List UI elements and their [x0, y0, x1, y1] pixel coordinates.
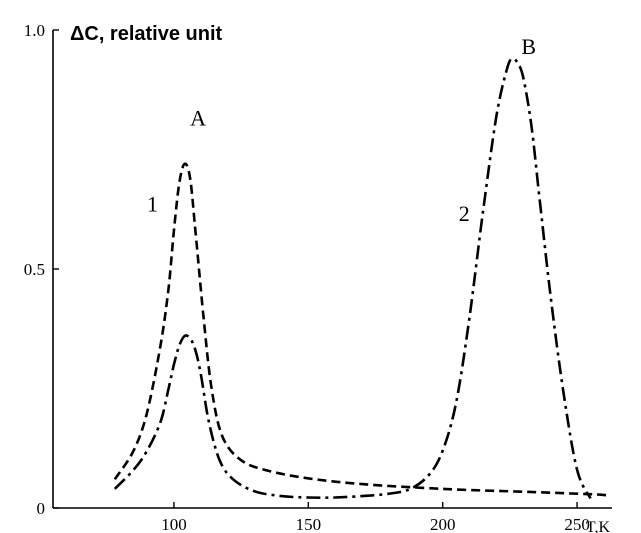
- annotation-label: A: [190, 106, 206, 131]
- x-tick-label: 250: [564, 515, 590, 533]
- annotations: A B 1 2: [147, 34, 536, 226]
- y-axis-label: ΔC, relative unit: [70, 23, 223, 45]
- annotation-label: B: [521, 34, 536, 59]
- annotation-label: 2: [459, 201, 470, 226]
- series-line-2: [113, 57, 592, 500]
- x-tick-label: 150: [296, 515, 322, 533]
- annotation-label: 1: [147, 192, 158, 217]
- y-tick-label: 0: [37, 499, 46, 518]
- x-axis-label: T,K: [586, 519, 611, 533]
- y-tick-label: 0.5: [24, 260, 45, 279]
- x-tick-label: 100: [161, 515, 187, 533]
- x-tick-label: 200: [430, 515, 456, 533]
- ticks: 100 150 200 250 0 0.5 1.0: [24, 21, 590, 533]
- y-tick-label: 1.0: [24, 21, 45, 40]
- series-line-1: [113, 162, 611, 497]
- series: [113, 57, 611, 500]
